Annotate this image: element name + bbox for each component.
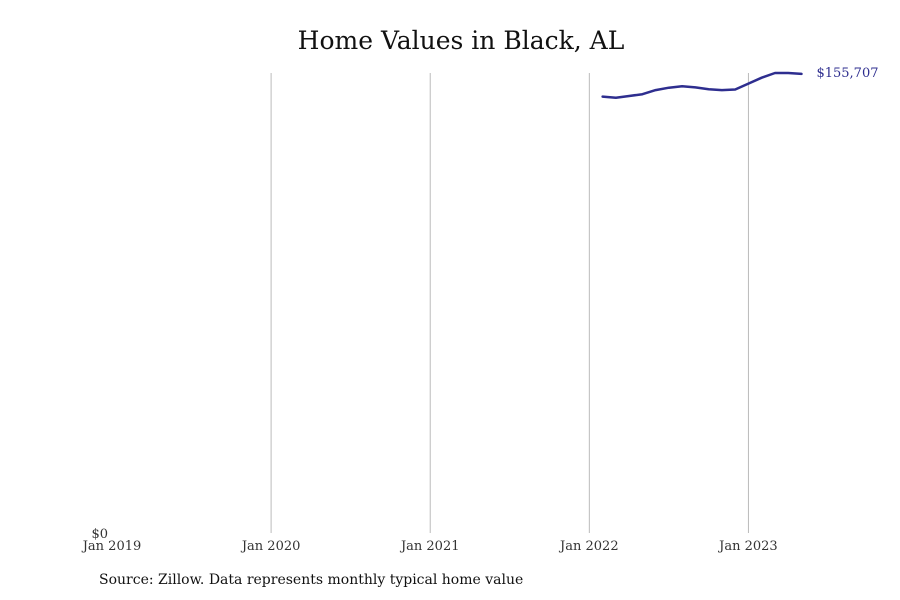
chart-title: Home Values in Black, AL bbox=[297, 26, 625, 55]
gridlines bbox=[270, 73, 749, 533]
end-value-label: $155,707 bbox=[816, 66, 878, 81]
series-line bbox=[601, 71, 803, 100]
y-tick-label: $0 bbox=[91, 527, 108, 542]
y-tick-labels: $0 bbox=[91, 527, 108, 542]
x-tick-label: Jan 2021 bbox=[399, 539, 460, 554]
series-lines bbox=[601, 71, 803, 100]
x-tick-label: Jan 2019 bbox=[81, 539, 142, 554]
x-tick-labels: Jan 2019 Jan 2020 Jan 2021 Jan 2022 Jan 2023 bbox=[81, 539, 778, 554]
x-tick-label: Jan 2022 bbox=[558, 539, 619, 554]
x-tick-label: Jan 2023 bbox=[717, 539, 778, 554]
x-tick-label: Jan 2020 bbox=[240, 539, 301, 554]
source-note: Source: Zillow. Data represents monthly … bbox=[99, 572, 524, 588]
